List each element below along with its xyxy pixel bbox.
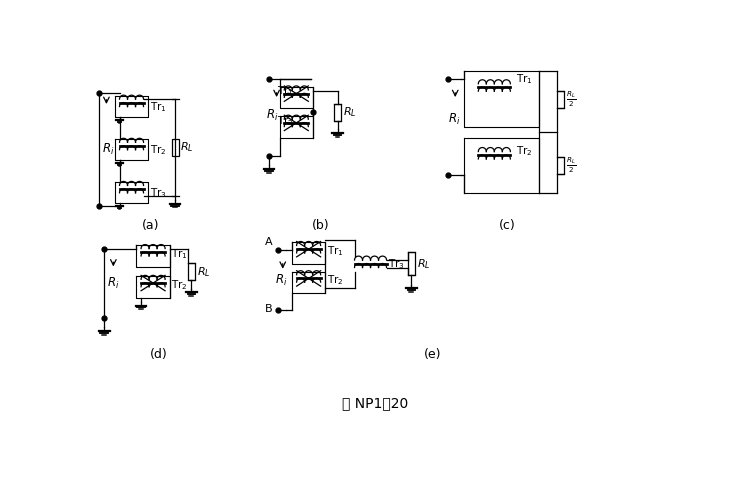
Text: (d): (d): [150, 348, 168, 361]
Text: $R_i$: $R_i$: [107, 276, 119, 291]
Text: $R_L$: $R_L$: [417, 257, 430, 271]
Text: Tr$_1$: Tr$_1$: [171, 247, 188, 261]
Text: Tr$_3$: Tr$_3$: [149, 186, 166, 200]
Text: $R_i$: $R_i$: [102, 142, 114, 157]
Bar: [188, 263, 195, 280]
Text: Tr$_1$: Tr$_1$: [326, 244, 343, 258]
Text: Tr$_2$: Tr$_2$: [149, 143, 166, 157]
Text: Tr$_2$: Tr$_2$: [277, 114, 294, 128]
Text: Tr$_2$: Tr$_2$: [326, 273, 343, 287]
Text: Tr$_2$: Tr$_2$: [516, 144, 532, 158]
Text: Tr$_3$: Tr$_3$: [388, 257, 405, 271]
Text: (a): (a): [142, 218, 160, 231]
Text: (c): (c): [498, 218, 515, 231]
Text: 图 NP1－20: 图 NP1－20: [342, 396, 408, 410]
Text: $R_i$: $R_i$: [447, 112, 460, 127]
Bar: [408, 252, 414, 276]
Bar: [171, 139, 179, 156]
Bar: [557, 157, 564, 174]
Text: $\frac{R_L}{2}$: $\frac{R_L}{2}$: [566, 156, 576, 175]
Text: Tr$_1$: Tr$_1$: [277, 84, 294, 98]
Text: $R_L$: $R_L$: [181, 141, 194, 155]
Bar: [557, 91, 564, 108]
Text: $R_i$: $R_i$: [266, 108, 278, 123]
Text: (b): (b): [312, 218, 329, 231]
Text: $R_i$: $R_i$: [275, 273, 288, 288]
Text: $R_L$: $R_L$: [343, 106, 356, 119]
Bar: [334, 104, 341, 121]
Text: $R_L$: $R_L$: [197, 265, 210, 278]
Text: (e): (e): [423, 348, 441, 361]
Text: Tr$_1$: Tr$_1$: [516, 72, 532, 86]
Text: $\frac{R_L}{2}$: $\frac{R_L}{2}$: [566, 89, 576, 109]
Text: A: A: [265, 238, 272, 248]
Text: Tr$_1$: Tr$_1$: [149, 100, 166, 114]
Text: B: B: [265, 304, 272, 314]
Text: Tr$_2$: Tr$_2$: [171, 278, 188, 292]
